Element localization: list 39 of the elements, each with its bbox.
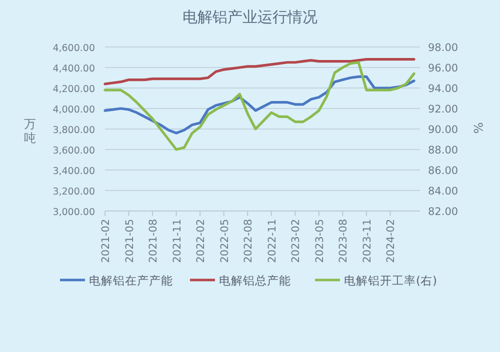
y-tick-label: 3,600.00 [52, 146, 95, 156]
title: 电解铝产业运行情况 [182, 8, 318, 26]
x-tick-label: 2022-05 [218, 219, 231, 263]
legend-label: 电解铝在产产能 [89, 274, 173, 288]
x-tick-label: 2022-02 [195, 219, 208, 263]
y-tick-label: 4,400.00 [52, 64, 95, 74]
x-tick-label: 2023-08 [338, 219, 350, 263]
x-tick-label: 2022-08 [242, 219, 255, 263]
y2-tick-label: 88.00 [428, 144, 458, 156]
y2-tick-label: 82.00 [428, 206, 458, 218]
x-tick-label: 2021-05 [124, 219, 136, 263]
x-tick-label: 2023-05 [314, 219, 326, 263]
line-series [104, 58, 416, 86]
y-tick-label: 3,000.00 [52, 207, 95, 218]
y-tick-label: 3,800.00 [52, 125, 95, 136]
y-tick-label: 4,600.00 [52, 43, 95, 54]
x-tick-label: 2021-02 [100, 219, 112, 263]
x-tick-label: 2022-11 [266, 219, 278, 263]
y2-tick-label: 84.00 [428, 186, 458, 198]
legend-label: 电解铝总产能 [219, 274, 291, 288]
x-tick-label: 2023-02 [290, 219, 302, 263]
line-series [104, 61, 416, 151]
x-tick-label: 2021-11 [171, 219, 184, 263]
x-tick-label: 2021-08 [148, 219, 160, 263]
y2-axis-title: % [471, 122, 485, 134]
y-tick-label: 3,400.00 [52, 166, 95, 177]
y-axis-title: 万吨 [24, 117, 36, 145]
x-tick-label: 2023-11 [361, 219, 374, 263]
y2-tick-label: 98.00 [428, 42, 458, 54]
y2-tick-label: 92.00 [428, 104, 458, 116]
y2-tick-label: 90.00 [428, 124, 458, 136]
y2-tick-label: 86.00 [428, 165, 458, 177]
x-tick-label: 2024-02 [385, 219, 398, 263]
y-tick-label: 4,200.00 [52, 84, 95, 95]
y-tick-label: 3,200.00 [52, 186, 95, 198]
y2-tick-label: 96.00 [428, 62, 458, 74]
y-tick-label: 4,000.00 [52, 104, 95, 116]
legend-label: 电解铝开工率(右) [344, 274, 437, 288]
y2-tick-label: 94.00 [428, 83, 458, 95]
